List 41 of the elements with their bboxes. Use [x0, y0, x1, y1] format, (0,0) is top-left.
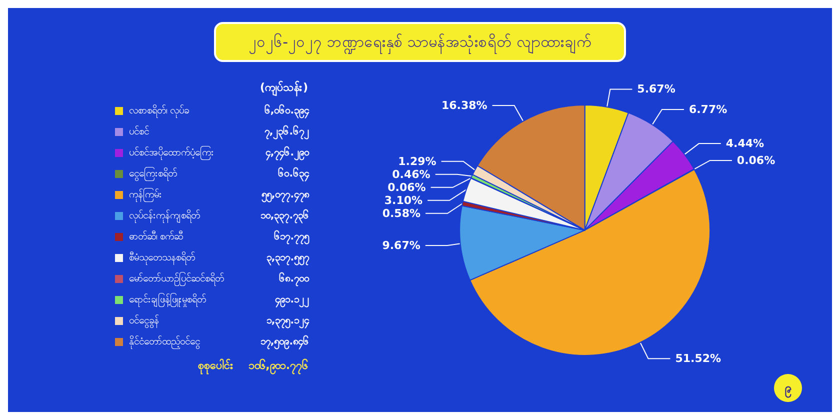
data-label: 9.67% [382, 239, 420, 252]
text: ၁၀,၃၃၇.၇၃၆ [260, 208, 309, 224]
legend-label: ပင်စင်အပိုထောက်ပံ့ကြေး [129, 144, 214, 160]
legend-label: ရောင်းချဖြန့်ဖြူးမှုစရိတ် [129, 292, 206, 308]
legend-label: ငွေကြေးစရိတ် [129, 166, 177, 182]
legend-label: စီမံသုတေသနစရိတ် [129, 250, 195, 266]
legend-label: လစာစရိတ်၊ လုပ်ခ [129, 104, 190, 118]
text: ၁၀၆,၉၀၁.၇၇၆ [248, 359, 308, 375]
legend-label: ဓာတ်ဆီ၊ စက်ဆီ [129, 230, 184, 242]
data-label: 16.38% [441, 99, 488, 112]
text: ၆၀.၆၃၄ [278, 166, 309, 182]
text: ၁၇,၅၀၉.၈၄၆ [260, 334, 309, 350]
data-label: 51.52% [675, 352, 722, 366]
text: ၆၈.၇၀၀ [279, 272, 309, 288]
legend-label: ပင်စင် [129, 124, 149, 138]
legend-label: မော်တော်ယာဉ်ပြင်ဆင်စရိတ် [129, 270, 224, 286]
text: ၃,၃၁၇.၅၅၇ [266, 252, 309, 266]
data-label: 5.67% [637, 82, 676, 96]
data-label: 6.77% [688, 103, 728, 116]
data-label: 0.06% [388, 180, 426, 194]
data-label: 0.06% [736, 154, 776, 167]
text: ၇,၂၃၆.၆၇၂ [263, 124, 309, 140]
legend-label: ကုန်ကြမ်း [129, 186, 162, 202]
data-label: 1.29% [398, 154, 436, 168]
legend-label: နိုင်ငံတော်ထည့်ဝင်ငွေ [129, 334, 200, 350]
legend-label: ဝင်ငွေခွန် [129, 314, 159, 328]
text: ၉ [784, 381, 792, 399]
data-label: 3.10% [384, 194, 423, 207]
text: ၆၁၇.၇၇၅ [274, 230, 309, 246]
text: ၅၅,၀၇၇.၄၇၈ [261, 190, 309, 204]
text: ၄,၇၄၆.၂၉၀ [265, 146, 309, 162]
text: ၄၉၁.၁၂၂ [275, 294, 309, 308]
legend-label: လုပ်ငန်းကုန်ကျစရိတ် [129, 208, 200, 224]
data-label: 0.58% [382, 206, 421, 220]
data-label: 4.44% [726, 137, 764, 150]
chart-title: ၂၀၂၆-၂၀၂၇ ဘဏ္ဍာရေးနှစ် သာမန်အသုံးစရိတ် လျာထားချက် [248, 33, 592, 54]
text: စုစုပေါင်း [198, 358, 234, 375]
data-label: 0.46% [392, 168, 430, 181]
text: (ကျပ်သန်း) [260, 80, 308, 97]
text: ၁,၃၇၅.၁၂၄ [266, 316, 309, 330]
text: ၆,၀၆၀.၃၉၄ [264, 104, 309, 120]
